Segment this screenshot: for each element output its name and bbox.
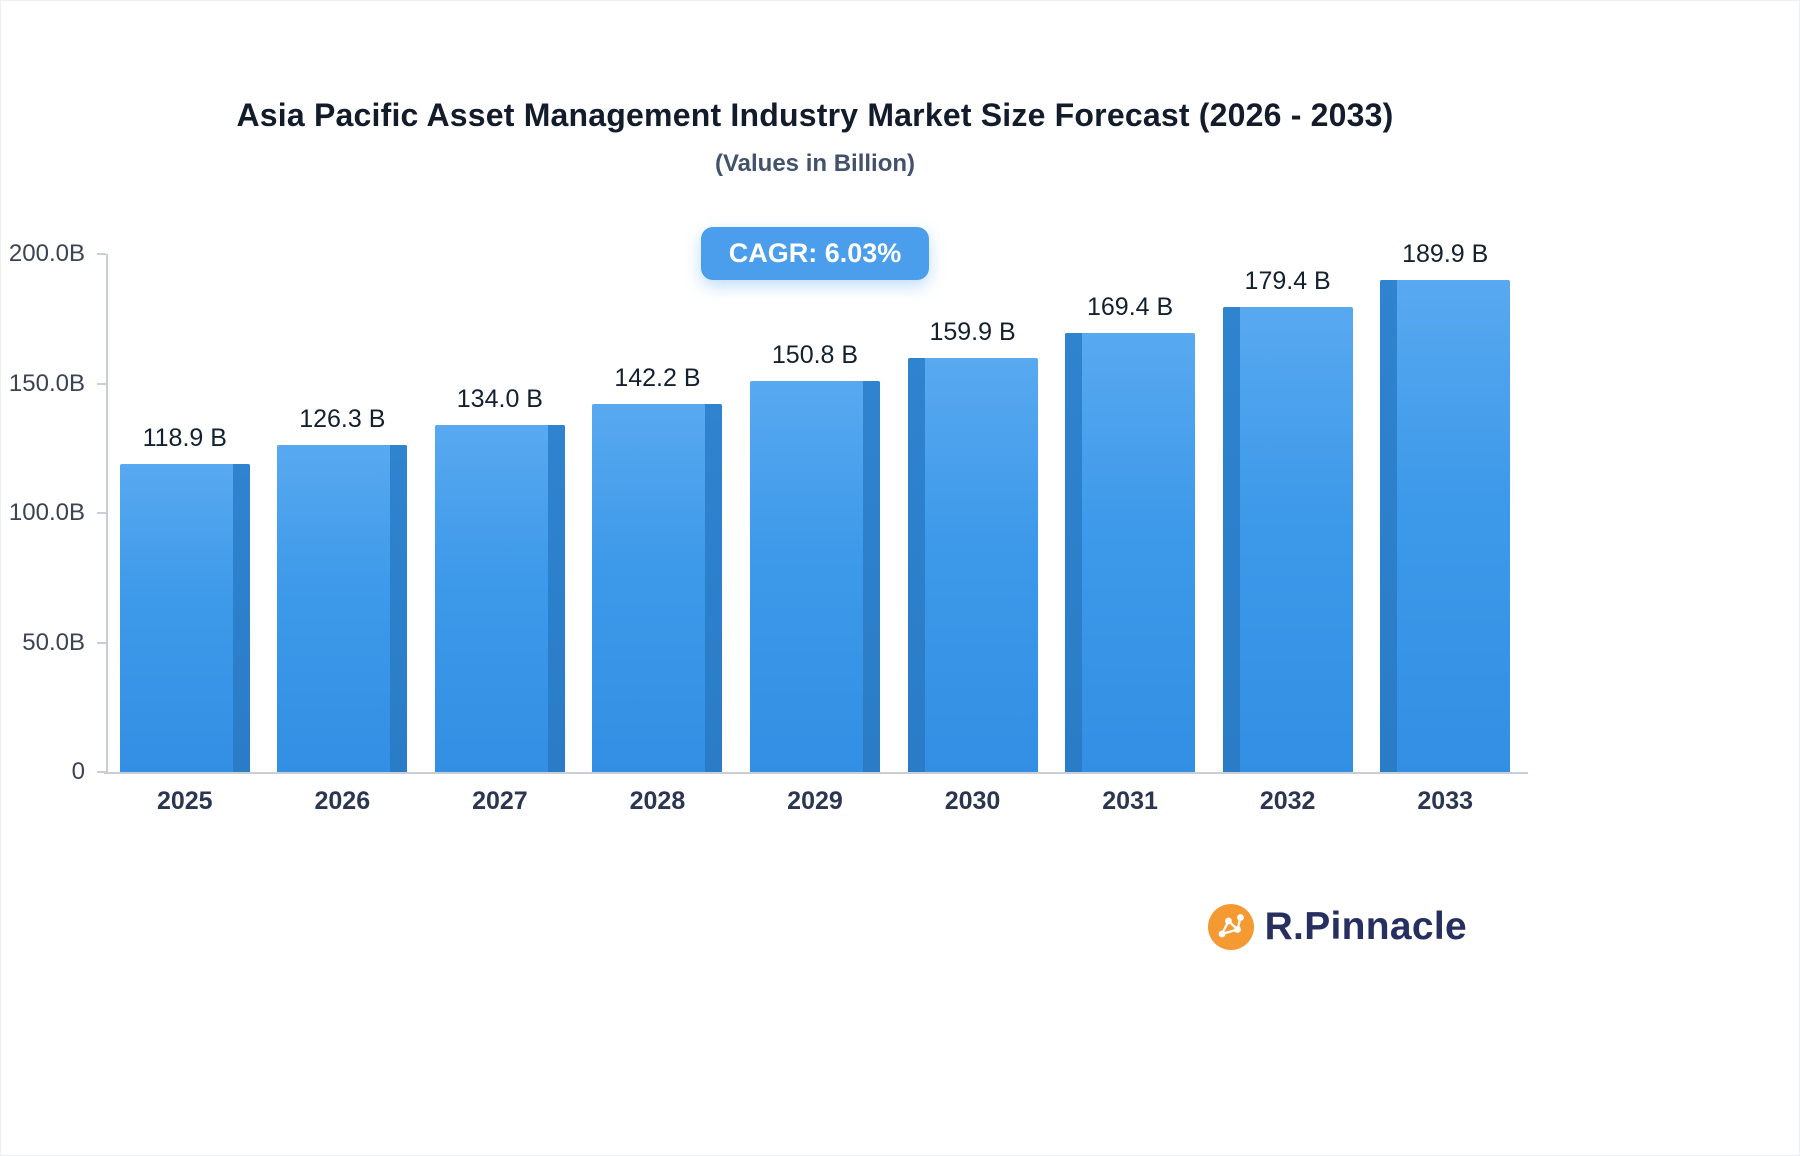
- cagr-badge: CAGR: 6.03%: [700, 227, 930, 280]
- y-axis-label: 150.0B: [8, 369, 85, 397]
- brand-logo: R.Pinnacle: [1207, 904, 1467, 950]
- bar-slot-2030: 159.9 B 2030: [894, 254, 1052, 815]
- y-axis-tick: [97, 253, 106, 255]
- x-axis-label: 2033: [1417, 787, 1474, 815]
- bar-value-label: 159.9 B: [929, 318, 1016, 346]
- bar-2032: [1222, 307, 1353, 772]
- bar-side-face: [232, 464, 250, 772]
- bar-side-face: [390, 445, 408, 772]
- bar-2030: [907, 358, 1038, 772]
- y-axis-label: 50.0B: [22, 628, 85, 656]
- bar-2026: [277, 445, 408, 772]
- bar-side-face: [705, 404, 723, 772]
- bar-2031: [1065, 333, 1196, 772]
- bar-slot-2027: 134.0 B 2027: [421, 254, 579, 815]
- chart-content: Asia Pacific Asset Management Industry M…: [1, 1, 1629, 1155]
- bar-value-label: 189.9 B: [1402, 240, 1489, 268]
- bar-value-label: 169.4 B: [1087, 293, 1174, 321]
- x-axis-label: 2031: [1102, 787, 1158, 815]
- x-axis-line: [104, 772, 1528, 774]
- bar-value-label: 134.0 B: [456, 385, 543, 413]
- bar-slot-2033: 189.9 B 2033: [1366, 240, 1524, 815]
- y-axis-label: 0: [71, 758, 85, 785]
- network-icon: [1207, 904, 1254, 950]
- plot-area: 118.9 B 2025 126.3 B 2026 134.0 B 2027 142.2 B…: [97, 240, 1528, 815]
- x-axis-label: 2028: [629, 787, 686, 815]
- y-axis-label: 200.0B: [8, 240, 85, 267]
- bar-value-label: 118.9 B: [142, 424, 227, 452]
- chart-title: Asia Pacific Asset Management Industry M…: [236, 97, 1394, 133]
- bar-side-face: [907, 358, 925, 772]
- bar-side-face: [1222, 307, 1240, 772]
- bar-slot-2031: 169.4 B 2031: [1051, 254, 1209, 815]
- bar-slot-2032: 179.4 B 2032: [1209, 254, 1367, 815]
- cagr-badge-wrap: CAGR: 6.03%: [1, 227, 1629, 280]
- bar-side-face: [1065, 333, 1083, 772]
- bar-2033: [1380, 280, 1511, 772]
- x-axis-label: 2027: [472, 787, 528, 815]
- y-axis-tick: [97, 512, 106, 514]
- x-axis-label: 2029: [787, 787, 843, 815]
- bar-side-face: [1380, 280, 1398, 772]
- y-axis-line: [106, 254, 108, 772]
- bar-2028: [592, 404, 723, 772]
- bar-2025: [119, 464, 250, 772]
- bar-2027: [434, 425, 565, 772]
- bar-value-label: 150.8 B: [771, 341, 859, 369]
- x-axis-label: 2025: [156, 787, 213, 815]
- bar-slot-2028: 142.2 B 2028: [579, 254, 737, 815]
- brand-logo-text: R.Pinnacle: [1264, 905, 1467, 948]
- bar-slot-2026: 126.3 B 2026: [264, 254, 422, 815]
- y-axis-tick: [97, 771, 106, 773]
- y-axis-tick: [97, 382, 106, 385]
- x-axis-label: 2026: [314, 787, 371, 815]
- x-axis-label: 2030: [944, 787, 1001, 815]
- bar-slot-2029: 150.8 B 2029: [736, 254, 894, 815]
- y-axis: 200.0B 150.0B 100.0B 50.0B 0: [1, 240, 97, 785]
- bar-side-face: [862, 381, 880, 772]
- bar-value-label: 142.2 B: [614, 364, 701, 392]
- bar-2029: [749, 381, 880, 772]
- y-axis-tick: [97, 641, 106, 644]
- y-axis-label: 100.0B: [8, 499, 85, 526]
- chart-subtitle: (Values in Billion): [714, 150, 916, 177]
- x-axis-label: 2032: [1259, 787, 1316, 815]
- bar-value-label: 126.3 B: [299, 405, 386, 433]
- bar-value-label: 179.4 B: [1244, 267, 1331, 295]
- bar-side-face: [547, 425, 565, 772]
- bar-slot-2025: 118.9 B 2025: [106, 254, 264, 815]
